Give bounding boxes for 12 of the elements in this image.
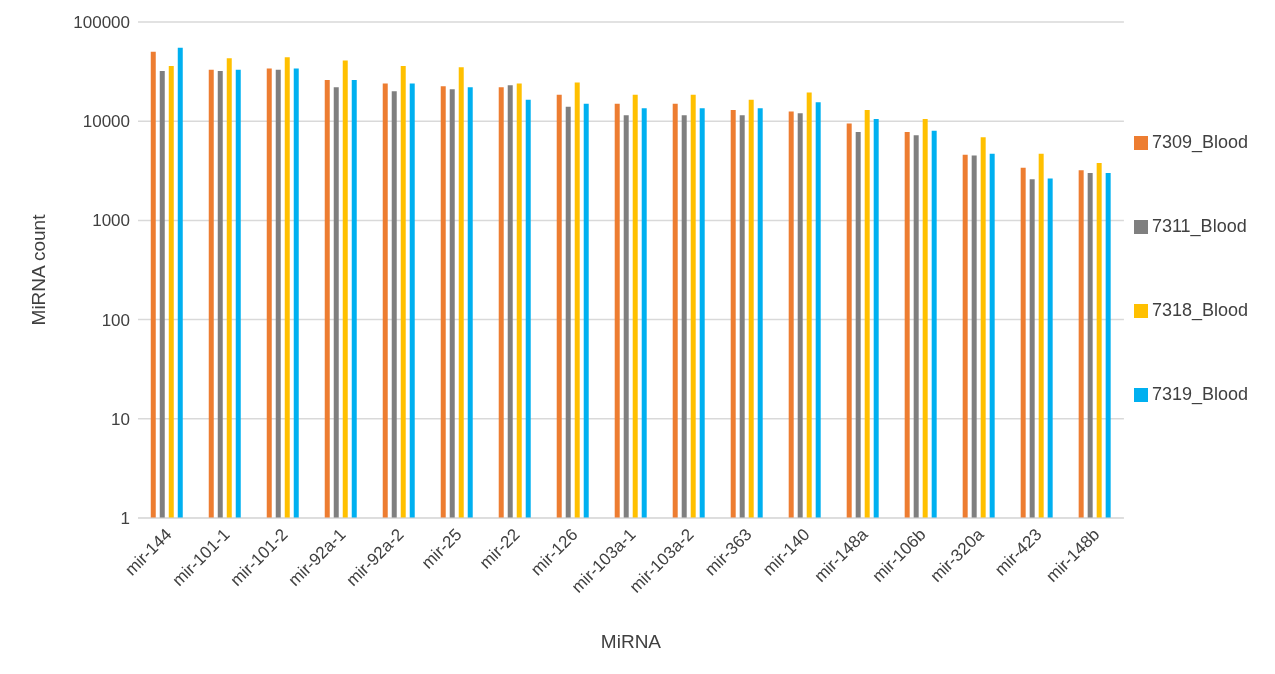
y-tick-label: 100 (101, 310, 130, 330)
legend-label: 7318_Blood (1151, 300, 1248, 320)
legend-label: 7319_Blood (1151, 384, 1248, 404)
x-axis-title: MiRNA (600, 631, 662, 652)
y-tick-label: 100000 (73, 13, 130, 33)
legend-label: 7309_Blood (1151, 132, 1248, 152)
y-tick-label: 1000 (92, 211, 130, 231)
y-tick-label: 1 (120, 509, 130, 529)
legend-label: 7311_Blood (1151, 216, 1247, 236)
y-axis-title: MiRNA count (27, 213, 49, 326)
y-tick-label: 10000 (82, 112, 130, 132)
y-tick-label: 10 (111, 409, 130, 429)
